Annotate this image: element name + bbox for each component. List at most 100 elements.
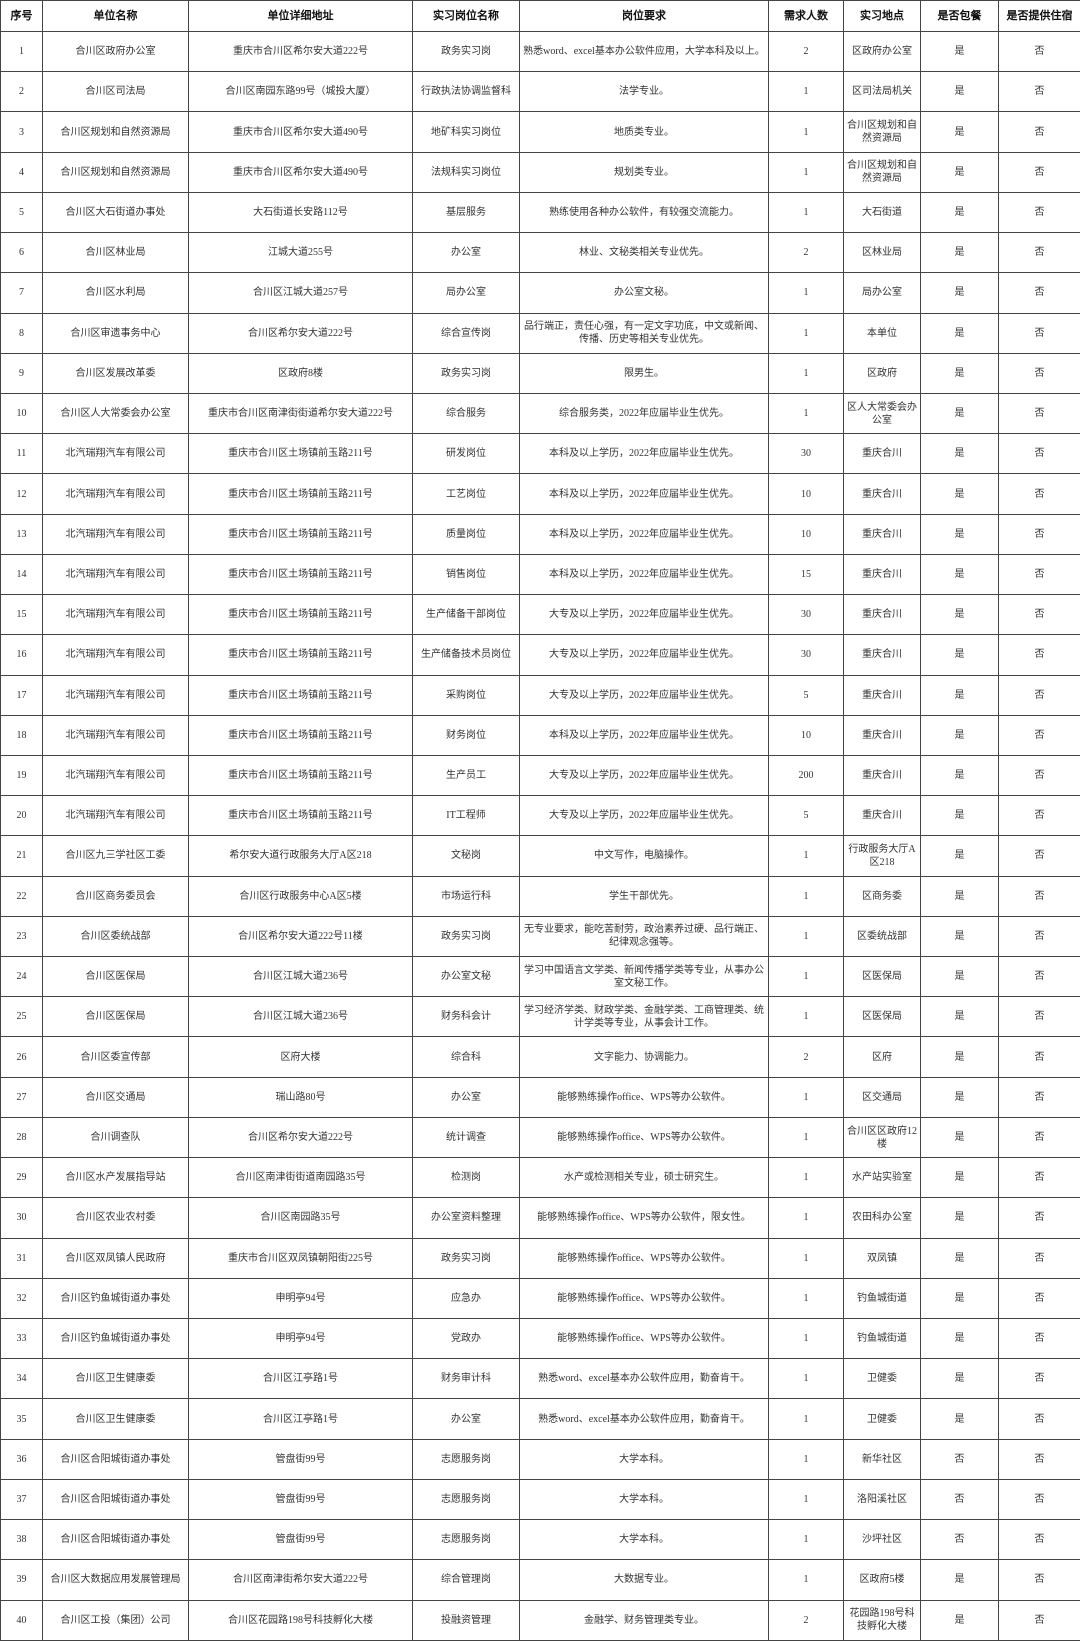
table-row: 6 合川区林业局 江城大道255号 办公室 林业、文秘类相关专业优先。 2 区林业局是否 <box>0 232 1080 274</box>
cell-position-name: 文秘岗 <box>412 835 520 877</box>
table-row: 17 北汽瑞翔汽车有限公司 重庆市合川区土场镇前玉路211号 采购岗位 大专及以上学历，… <box>0 674 1080 716</box>
cell-position-name: 财务岗位 <box>412 714 520 756</box>
table-row: 32 合川区钓鱼城街道办事处 申明亭94号 应急办 能够熟练操作office、WPS等办… <box>0 1277 1080 1320</box>
cell-headcount: 1 <box>768 875 844 917</box>
cell-address: 重庆市合川区南津街街道希尔安大道222号 <box>188 392 413 435</box>
cell-headcount: 1 <box>768 191 844 234</box>
header-location: 实习地点 <box>843 0 921 32</box>
cell-unit-name: 北汽瑞翔汽车有限公司 <box>42 553 189 596</box>
cell-meals: 是 <box>920 352 999 394</box>
cell-headcount: 1 <box>768 1197 844 1239</box>
cell-index: 27 <box>0 1076 43 1118</box>
table-row: 14 北汽瑞翔汽车有限公司 重庆市合川区土场镇前玉路211号 销售岗位 本科及以上学历，… <box>0 553 1080 596</box>
cell-housing: 否 <box>998 754 1080 797</box>
table-header-row: 序号 单位名称 单位详细地址 实习岗位名称 岗位要求 需求人数 实习地点 是否包餐 是否提供住宿 <box>0 0 1080 32</box>
cell-meals: 否 <box>920 1438 999 1480</box>
cell-requirements: 限男生。 <box>519 352 769 394</box>
cell-requirements: 熟练使用各种办公软件，有较强交流能力。 <box>519 191 769 234</box>
cell-meals: 是 <box>920 634 999 676</box>
cell-address: 重庆市合川区希尔安大道490号 <box>188 151 413 193</box>
cell-requirements: 大学本科。 <box>519 1478 769 1521</box>
cell-meals: 是 <box>920 754 999 797</box>
cell-location: 局办公室 <box>843 272 921 314</box>
cell-headcount: 1 <box>768 1237 844 1279</box>
cell-address: 合川区花园路198号科技孵化大楼 <box>188 1599 413 1641</box>
cell-address: 管盘街99号 <box>188 1519 413 1561</box>
cell-housing: 否 <box>998 1478 1080 1521</box>
cell-location: 新华社区 <box>843 1438 921 1480</box>
cell-location: 合川区区政府12楼 <box>843 1116 921 1159</box>
cell-location: 大石街道 <box>843 191 921 234</box>
cell-address: 管盘街99号 <box>188 1438 413 1480</box>
cell-location: 重庆合川 <box>843 553 921 596</box>
cell-location: 重庆合川 <box>843 513 921 555</box>
cell-unit-name: 合川区合阳城街道办事处 <box>42 1519 189 1561</box>
cell-headcount: 30 <box>768 433 844 475</box>
cell-address: 瑞山路80号 <box>188 1076 413 1118</box>
cell-location: 区政府 <box>843 352 921 394</box>
cell-address: 重庆市合川区土场镇前玉路211号 <box>188 754 413 797</box>
cell-unit-name: 合川区人大常委会办公室 <box>42 392 189 435</box>
table-row: 33 合川区钓鱼城街道办事处 申明亭94号 党政办 能够熟练操作office、WPS等办… <box>0 1317 1080 1360</box>
cell-requirements: 林业、文秘类相关专业优先。 <box>519 232 769 274</box>
cell-position-name: 检测岗 <box>412 1157 520 1199</box>
table-row: 31 合川区双凤镇人民政府 重庆市合川区双凤镇朝阳街225号 政务实习岗 能够熟练操作o… <box>0 1237 1080 1279</box>
cell-housing: 否 <box>998 232 1080 274</box>
cell-headcount: 200 <box>768 754 844 797</box>
cell-unit-name: 合川区委宣传部 <box>42 1036 189 1078</box>
cell-headcount: 1 <box>768 996 844 1038</box>
cell-index: 23 <box>0 915 43 958</box>
cell-unit-name: 合川区钓鱼城街道办事处 <box>42 1277 189 1320</box>
cell-location: 区人大常委会办公室 <box>843 392 921 435</box>
cell-requirements: 大专及以上学历，2022年应届毕业生优先。 <box>519 594 769 636</box>
cell-position-name: 志愿服务岗 <box>412 1478 520 1521</box>
cell-address: 重庆市合川区土场镇前玉路211号 <box>188 513 413 555</box>
cell-meals: 是 <box>920 433 999 475</box>
cell-unit-name: 合川区委统战部 <box>42 915 189 958</box>
cell-headcount: 1 <box>768 1317 844 1360</box>
cell-position-name: 财务科会计 <box>412 996 520 1038</box>
table-row: 10 合川区人大常委会办公室 重庆市合川区南津街街道希尔安大道222号 综合服务 综合服… <box>0 392 1080 435</box>
cell-address: 江城大道255号 <box>188 232 413 274</box>
cell-address: 重庆市合川区土场镇前玉路211号 <box>188 714 413 756</box>
cell-unit-name: 合川区双凤镇人民政府 <box>42 1237 189 1279</box>
cell-requirements: 能够熟练操作office、WPS等办公软件。 <box>519 1116 769 1159</box>
cell-location: 农田科办公室 <box>843 1197 921 1239</box>
cell-headcount: 1 <box>768 312 844 354</box>
table-row: 39 合川区大数据应用发展管理局 合川区南津街希尔安大道222号 综合管理岗 大数据专业… <box>0 1559 1080 1601</box>
cell-headcount: 30 <box>768 594 844 636</box>
table-row: 27 合川区交通局 瑞山路80号 办公室 能够熟练操作office、WPS等办公软件。 1… <box>0 1076 1080 1118</box>
cell-housing: 否 <box>998 1277 1080 1320</box>
cell-location: 卫健委 <box>843 1398 921 1440</box>
cell-address: 申明亭94号 <box>188 1317 413 1360</box>
cell-requirements: 能够熟练操作office、WPS等办公软件。 <box>519 1076 769 1118</box>
cell-requirements: 大数据专业。 <box>519 1559 769 1601</box>
cell-housing: 否 <box>998 1197 1080 1239</box>
cell-meals: 是 <box>920 312 999 354</box>
cell-meals: 是 <box>920 191 999 234</box>
cell-position-name: 志愿服务岗 <box>412 1519 520 1561</box>
table-row: 2 合川区司法局 合川区南园东路99号（城投大厦） 行政执法协调监督科 法学专业。 1 区司… <box>0 71 1080 113</box>
cell-location: 重庆合川 <box>843 674 921 716</box>
cell-address: 合川区希尔安大道222号 <box>188 312 413 354</box>
cell-requirements: 本科及以上学历，2022年应届毕业生优先。 <box>519 433 769 475</box>
cell-requirements: 本科及以上学历，2022年应届毕业生优先。 <box>519 513 769 555</box>
cell-meals: 是 <box>920 111 999 153</box>
cell-unit-name: 合川区交通局 <box>42 1076 189 1118</box>
cell-address: 合川区江城大道236号 <box>188 956 413 998</box>
table-row: 35 合川区卫生健康委 合川区江亭路1号 办公室 熟悉word、excel基本办公软件应… <box>0 1398 1080 1440</box>
cell-index: 34 <box>0 1358 43 1400</box>
cell-index: 4 <box>0 151 43 193</box>
cell-position-name: 销售岗位 <box>412 553 520 596</box>
cell-unit-name: 合川调查队 <box>42 1116 189 1159</box>
cell-address: 合川区江城大道257号 <box>188 272 413 314</box>
cell-index: 5 <box>0 191 43 234</box>
cell-position-name: 生产员工 <box>412 754 520 797</box>
cell-meals: 是 <box>920 1237 999 1279</box>
cell-unit-name: 北汽瑞翔汽车有限公司 <box>42 674 189 716</box>
cell-housing: 否 <box>998 875 1080 917</box>
cell-location: 区医保局 <box>843 996 921 1038</box>
cell-address: 合川区江亭路1号 <box>188 1358 413 1400</box>
cell-requirements: 品行端正，责任心强，有一定文字功底，中文或新闻、传播、历史等相关专业优先。 <box>519 312 769 354</box>
cell-location: 水产站实验室 <box>843 1157 921 1199</box>
